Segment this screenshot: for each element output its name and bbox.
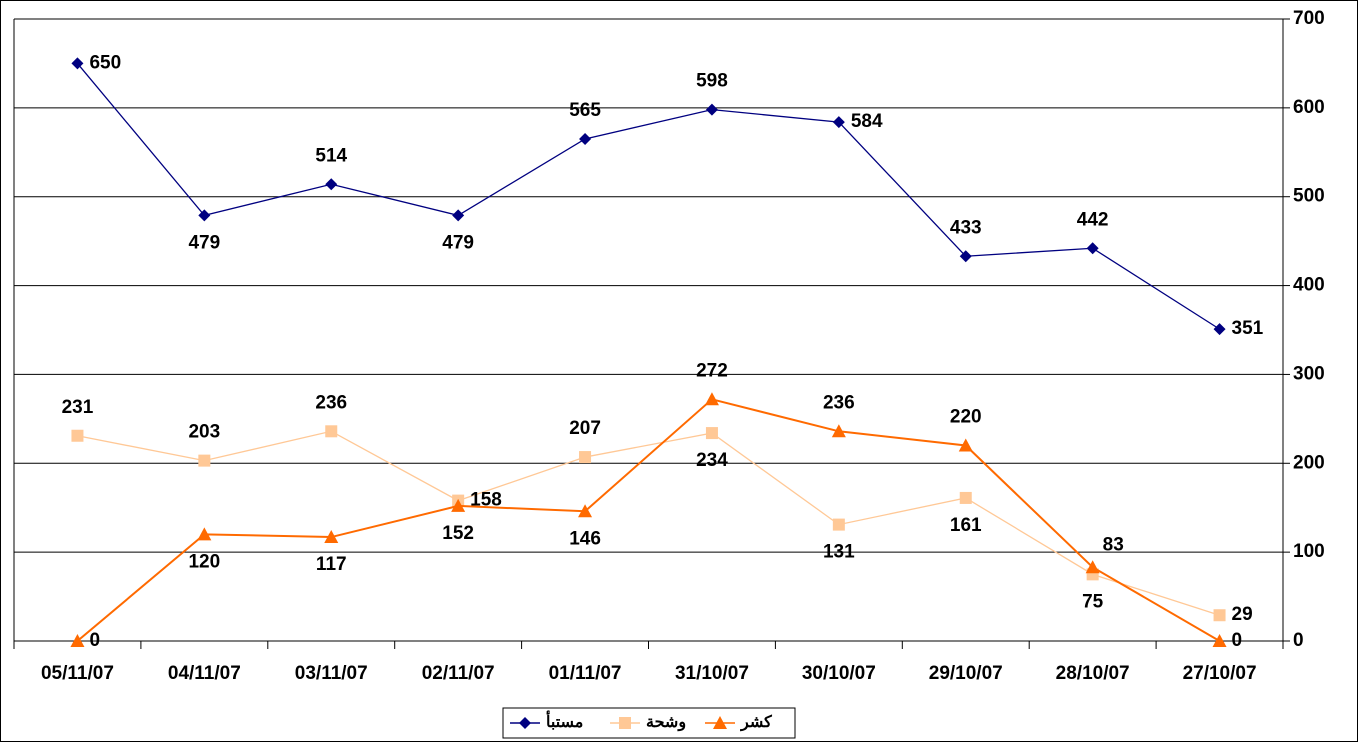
- data-label: 584: [851, 111, 883, 132]
- marker: [1085, 560, 1100, 574]
- y-tick-label: 700: [1293, 8, 1325, 29]
- data-label: 152: [442, 523, 474, 544]
- marker: [1212, 634, 1227, 647]
- legend-label: مستبأ: [546, 709, 583, 731]
- series-line: [77, 430, 1220, 616]
- marker: [451, 498, 466, 512]
- x-tick-label: 04/11/07: [168, 663, 241, 684]
- data-label: 146: [569, 528, 601, 549]
- marker: [832, 116, 845, 129]
- marker: [704, 392, 719, 406]
- y-tick-label: 500: [1293, 186, 1325, 207]
- marker: [578, 504, 593, 518]
- x-tick-label: 31/10/07: [675, 663, 749, 684]
- marker: [325, 178, 338, 191]
- data-label: 479: [188, 232, 220, 253]
- marker: [197, 527, 212, 541]
- data-label: 479: [442, 232, 474, 253]
- data-label: 442: [1077, 209, 1109, 230]
- data-label: 433: [950, 217, 982, 238]
- series-line: [76, 63, 1220, 330]
- marker: [831, 424, 846, 438]
- data-label: 220: [950, 407, 982, 428]
- legend-label: كشر: [740, 714, 772, 732]
- marker: [579, 132, 592, 145]
- data-label: 158: [470, 490, 502, 511]
- series-line: [76, 398, 1221, 642]
- data-label: 83: [1103, 534, 1124, 555]
- y-tick-label: 200: [1293, 452, 1325, 473]
- data-label: 120: [188, 551, 220, 572]
- data-label: 131: [823, 542, 855, 563]
- y-tick-label: 100: [1293, 541, 1325, 562]
- legend-marker: [519, 717, 531, 729]
- x-tick-label: 30/10/07: [802, 663, 876, 684]
- legend-marker: [713, 716, 727, 729]
- marker: [71, 57, 84, 70]
- data-label: 0: [1232, 630, 1243, 651]
- x-tick-label: 27/10/07: [1183, 663, 1257, 684]
- marker: [959, 250, 972, 263]
- x-tick-label: 05/11/07: [41, 663, 114, 684]
- data-label: 161: [950, 515, 982, 536]
- marker: [324, 530, 339, 544]
- y-tick-label: 400: [1293, 275, 1325, 296]
- marker: [325, 425, 338, 438]
- marker: [959, 491, 972, 504]
- x-tick-label: 03/11/07: [295, 663, 368, 684]
- marker: [70, 634, 85, 647]
- data-label: 598: [696, 71, 728, 92]
- marker: [832, 518, 845, 531]
- marker: [705, 103, 718, 116]
- data-label: 203: [188, 422, 220, 443]
- data-label: 234: [696, 450, 728, 471]
- data-label: 565: [569, 100, 601, 121]
- marker: [1213, 609, 1226, 622]
- x-tick-label: 02/11/07: [422, 663, 495, 684]
- marker: [958, 438, 973, 452]
- data-label: 272: [696, 360, 728, 381]
- x-tick-label: 28/10/07: [1056, 663, 1130, 684]
- x-tick-label: 29/10/07: [929, 663, 1003, 684]
- legend-box: [502, 707, 796, 739]
- y-tick-label: 0: [1293, 630, 1304, 651]
- marker: [198, 454, 211, 467]
- data-label: 514: [315, 145, 347, 166]
- data-label: 207: [569, 418, 601, 439]
- data-label: 29: [1232, 604, 1253, 625]
- legend-label: وشحة: [646, 714, 686, 732]
- data-label: 231: [62, 397, 94, 418]
- data-label: 236: [823, 392, 855, 413]
- data-label: 0: [89, 630, 100, 651]
- y-tick-label: 600: [1293, 97, 1325, 118]
- data-label: 650: [89, 52, 121, 73]
- marker: [579, 451, 592, 464]
- data-label: 117: [316, 554, 347, 575]
- marker: [705, 427, 718, 440]
- data-label: 351: [1232, 318, 1264, 339]
- data-label: 75: [1082, 591, 1104, 612]
- marker: [1086, 242, 1099, 255]
- marker: [198, 209, 211, 222]
- x-tick-label: 01/11/07: [549, 663, 622, 684]
- marker: [1213, 323, 1226, 336]
- marker: [71, 429, 84, 442]
- data-label: 236: [315, 392, 347, 413]
- marker: [452, 209, 465, 222]
- y-tick-label: 300: [1293, 363, 1325, 384]
- legend-marker: [619, 717, 631, 729]
